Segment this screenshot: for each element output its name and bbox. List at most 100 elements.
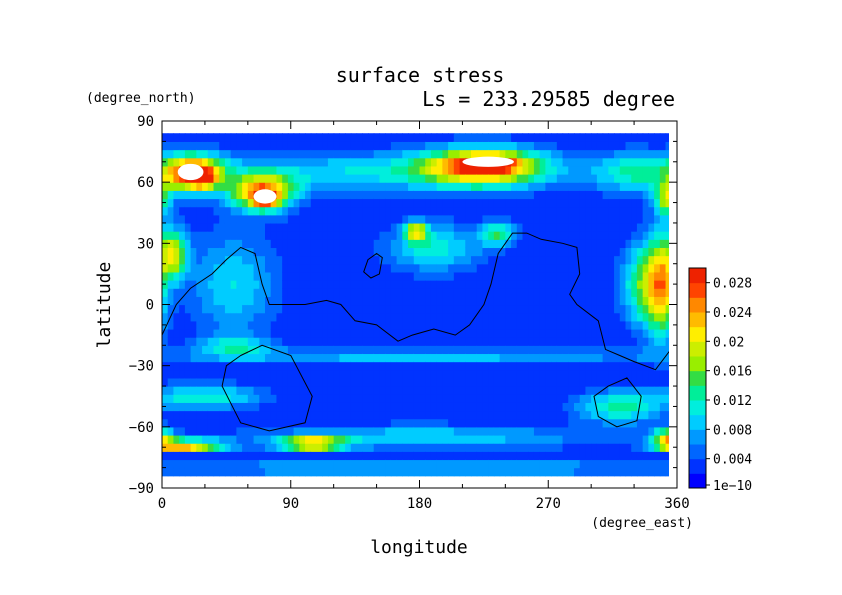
field-cell	[373, 214, 381, 224]
field-cell	[659, 190, 667, 200]
field-cell	[287, 426, 295, 436]
field-cell	[339, 434, 346, 444]
field-cell	[602, 190, 609, 200]
field-cell	[276, 206, 283, 216]
field-cell	[196, 467, 203, 477]
field-cell	[636, 149, 644, 159]
field-cell	[448, 255, 455, 265]
field-cell	[631, 239, 638, 249]
field-cell	[213, 263, 220, 273]
field-cell	[373, 198, 381, 208]
field-cell	[345, 426, 352, 436]
field-cell	[276, 239, 283, 249]
field-cell	[568, 386, 575, 395]
field-cell	[396, 369, 403, 379]
field-cell	[362, 165, 369, 175]
field-cell	[488, 222, 495, 232]
field-cell	[574, 231, 581, 240]
field-cell	[522, 165, 529, 175]
field-cell	[390, 206, 398, 216]
field-cell	[459, 434, 466, 444]
field-cell	[270, 418, 278, 428]
field-cell	[362, 247, 369, 257]
field-cell	[350, 288, 358, 297]
field-cell	[333, 206, 340, 216]
field-cell	[413, 345, 421, 355]
field-cell	[305, 280, 312, 289]
field-cell	[579, 149, 587, 159]
field-cell	[631, 271, 638, 281]
field-cell	[505, 231, 512, 240]
field-cell	[402, 190, 409, 200]
field-cell	[556, 337, 564, 346]
field-cell	[396, 198, 403, 208]
field-cell	[345, 353, 352, 363]
field-cell	[293, 263, 300, 273]
field-cell	[224, 426, 232, 436]
field-cell	[636, 231, 644, 240]
field-cell	[465, 271, 472, 281]
field-cell	[516, 198, 524, 208]
field-cell	[236, 426, 243, 436]
field-cell	[568, 320, 575, 330]
field-cell	[425, 141, 432, 151]
field-cell	[373, 353, 381, 363]
field-cell	[287, 377, 295, 387]
field-cell	[436, 190, 443, 200]
field-cell	[213, 386, 220, 395]
field-cell	[179, 459, 186, 469]
field-cell	[408, 361, 415, 371]
field-cell	[184, 353, 192, 363]
field-cell	[631, 222, 638, 232]
field-cell	[636, 402, 644, 412]
field-cell	[476, 174, 484, 183]
field-cell	[465, 459, 472, 469]
field-cell	[270, 377, 278, 387]
field-cell	[322, 402, 329, 412]
field-cell	[390, 141, 398, 151]
field-cell	[562, 165, 569, 175]
field-cell	[482, 467, 489, 477]
field-cell	[522, 263, 529, 273]
field-cell	[213, 182, 220, 191]
field-cell	[556, 214, 564, 224]
field-cell	[436, 149, 443, 159]
field-cell	[608, 418, 615, 428]
field-cell	[242, 443, 249, 452]
field-cell	[625, 337, 632, 346]
field-cell	[259, 231, 266, 240]
field-cell	[465, 214, 472, 224]
field-cell	[362, 190, 369, 200]
field-cell	[642, 133, 649, 142]
field-cell	[373, 141, 381, 151]
field-cell	[482, 434, 489, 444]
field-cell	[270, 255, 278, 265]
field-cell	[196, 157, 203, 167]
field-cell	[350, 312, 358, 322]
field-cell	[636, 182, 644, 191]
field-cell	[190, 410, 197, 420]
field-cell	[551, 263, 558, 273]
field-cell	[533, 157, 541, 167]
field-cell	[556, 394, 564, 403]
field-cell	[236, 467, 243, 477]
field-cell	[373, 255, 381, 265]
field-cell	[379, 328, 386, 338]
field-cell	[310, 410, 318, 420]
field-cell	[442, 141, 449, 151]
field-cell	[345, 459, 352, 469]
field-cell	[493, 174, 501, 183]
field-cell	[608, 312, 615, 322]
field-cell	[476, 467, 484, 477]
field-cell	[482, 443, 489, 452]
field-cell	[379, 426, 386, 436]
field-cell	[224, 353, 232, 363]
field-cell	[276, 165, 283, 175]
field-cell	[213, 394, 220, 403]
field-cell	[568, 304, 575, 314]
field-cell	[253, 141, 260, 151]
field-cell	[299, 451, 306, 461]
field-cell	[591, 271, 598, 281]
field-cell	[327, 296, 335, 306]
field-cell	[648, 214, 655, 224]
